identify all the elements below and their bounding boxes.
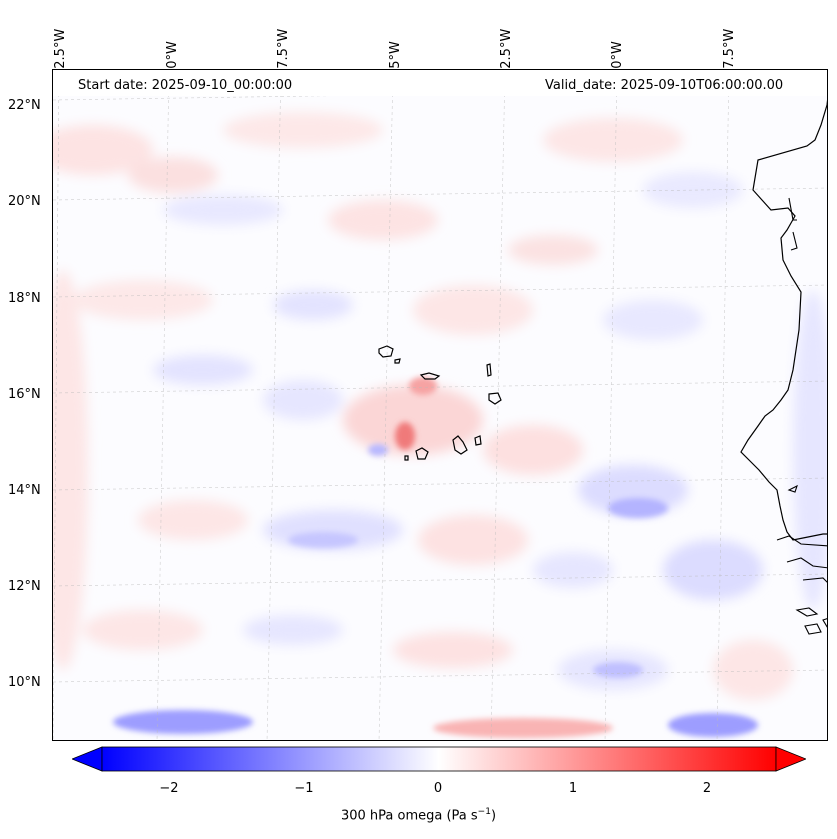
- colorbar-title: 300 hPa omega (Pa s−1): [0, 807, 837, 823]
- lat-label-10n: 10°N: [8, 675, 41, 690]
- colorbar-gradient: [101, 746, 777, 772]
- colorbar-tick-0: 0: [433, 781, 443, 796]
- colorbar-tick-neg2: −2: [159, 781, 179, 796]
- colorbar-title-exponent: −1: [477, 807, 491, 817]
- lat-label-20n: 20°N: [8, 194, 41, 209]
- graticule: [53, 70, 827, 740]
- lat-label-12n: 12°N: [8, 579, 41, 594]
- cape-verde-islands: [378, 345, 502, 461]
- colorbar-title-main: 300 hPa omega (Pa s: [340, 808, 478, 824]
- lat-label-18n: 18°N: [8, 291, 41, 306]
- lat-label-16n: 16°N: [8, 387, 41, 402]
- start-date-label: Start date: 2025-09-10_00:00:00: [76, 78, 295, 93]
- colorbar-tick-1: 1: [568, 781, 578, 796]
- omega-field-strong-features: [113, 377, 758, 738]
- colorbar-tick-2: 2: [702, 781, 712, 796]
- omega-map-panel: [52, 69, 828, 741]
- lat-label-22n: 22°N: [8, 98, 41, 113]
- omega-field-svg: [53, 70, 827, 740]
- colorbar-min-extend: [72, 746, 103, 772]
- colorbar-max-extend: [775, 746, 806, 772]
- valid-date-label: Valid_date: 2025-09-10T06:00:00.00: [543, 78, 786, 93]
- colorbar-title-end: ): [490, 808, 497, 824]
- colorbar-tick-neg1: −1: [294, 781, 314, 796]
- african-coastline: [740, 99, 827, 541]
- coastline-details: [776, 197, 827, 635]
- omega-field-patches: [53, 112, 827, 700]
- colorbar: [72, 746, 806, 772]
- lat-label-14n: 14°N: [8, 483, 41, 498]
